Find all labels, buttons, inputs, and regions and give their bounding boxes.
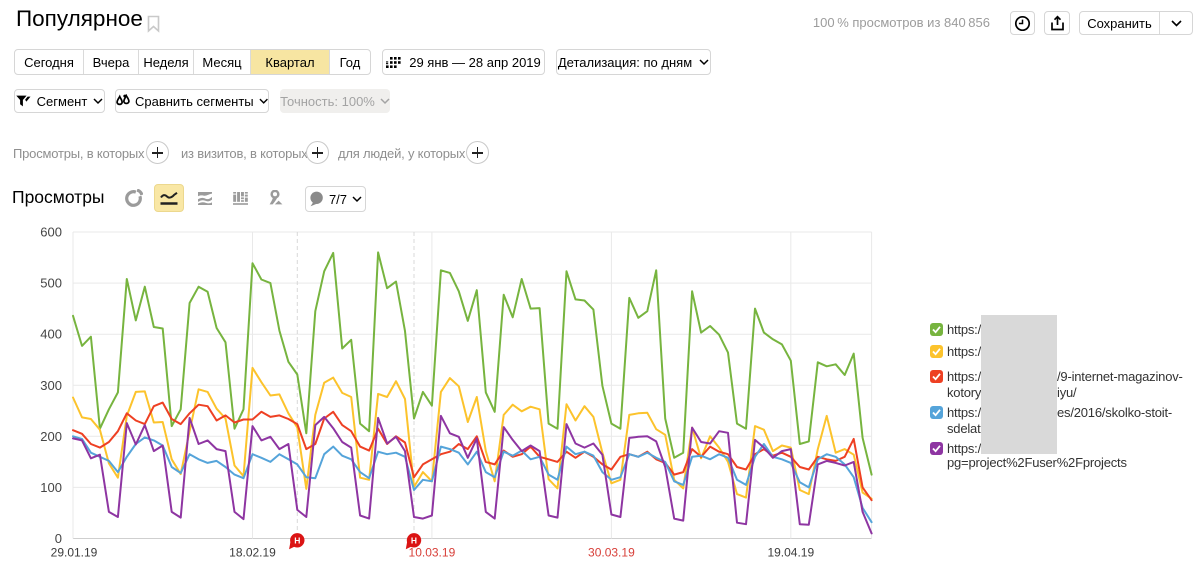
svg-text:Н: Н	[294, 535, 300, 545]
svg-text:29.01.19: 29.01.19	[51, 546, 98, 560]
svg-text:30.03.19: 30.03.19	[588, 546, 635, 560]
svg-text:18.02.19: 18.02.19	[229, 546, 276, 560]
svg-text:19.04.19: 19.04.19	[767, 546, 814, 560]
svg-text:10.03.19: 10.03.19	[409, 546, 456, 560]
svg-text:0: 0	[55, 531, 62, 546]
svg-text:600: 600	[40, 225, 62, 240]
svg-text:300: 300	[40, 378, 62, 393]
svg-text:100: 100	[40, 480, 62, 495]
svg-text:500: 500	[40, 276, 62, 291]
svg-text:200: 200	[40, 429, 62, 444]
svg-text:Н: Н	[411, 535, 417, 545]
svg-text:400: 400	[40, 327, 62, 342]
